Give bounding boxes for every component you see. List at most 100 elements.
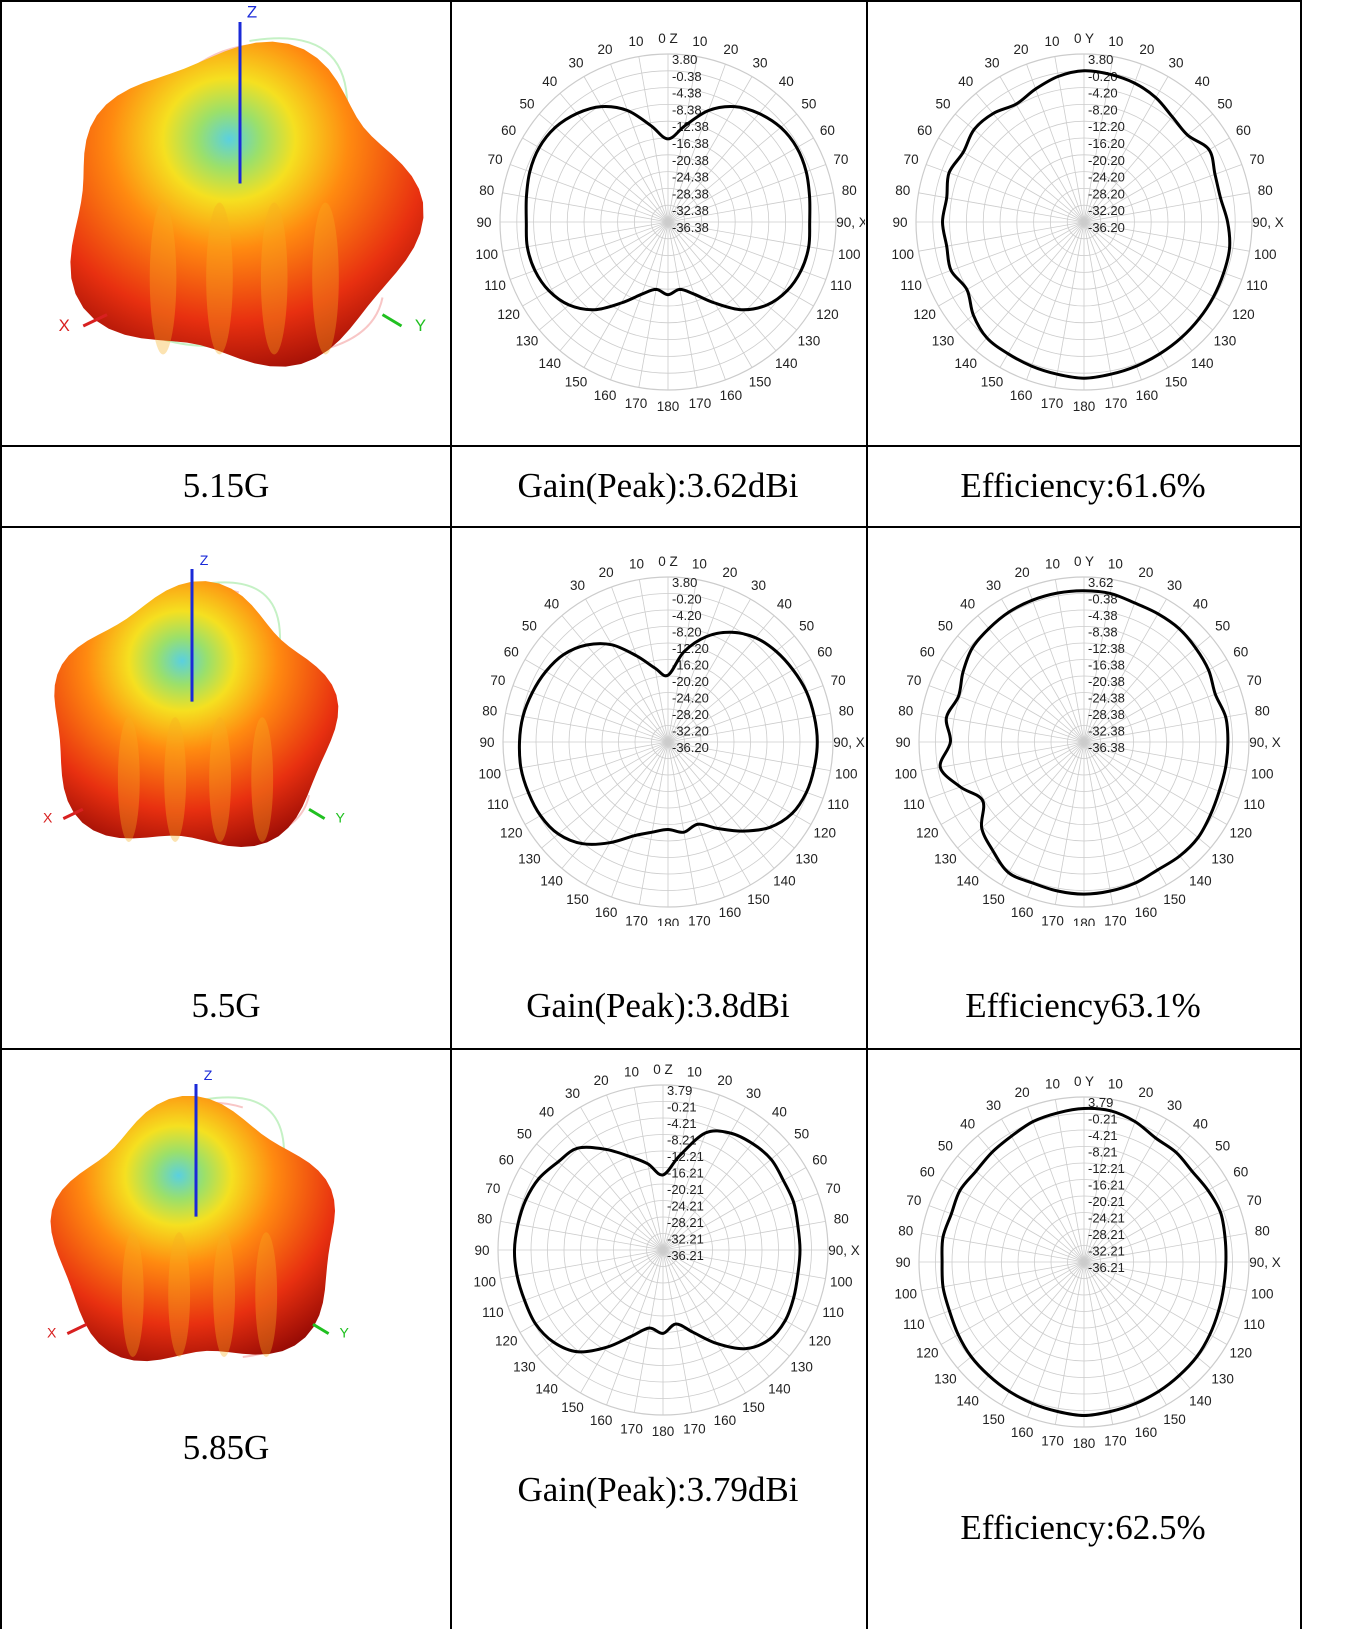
- angle-tick-label: 120: [916, 1346, 939, 1361]
- polar-grid-spoke: [509, 164, 669, 223]
- angle-tick-label: 120: [808, 1334, 831, 1349]
- angle-tick-label: 110: [900, 278, 922, 293]
- pattern-lobe-highlight: [255, 1232, 278, 1357]
- angle-tick-label: 100: [1254, 247, 1277, 262]
- angle-tick-label: 0 Y: [1074, 1074, 1094, 1089]
- angle-tick-label: 90, X: [1249, 735, 1281, 750]
- angle-tick-label: 130: [934, 1371, 957, 1386]
- radial-tick-label: -4.21: [667, 1116, 697, 1131]
- x-axis-label: X: [43, 810, 53, 826]
- angle-tick-label: 180: [1073, 399, 1096, 414]
- angle-tick-label: 40: [542, 74, 557, 89]
- polar-grid-spoke: [519, 1167, 664, 1251]
- y-axis-label: Y: [336, 810, 346, 826]
- polar-grid-spoke: [1027, 586, 1085, 743]
- angle-tick-label: 40: [1195, 74, 1210, 89]
- polar-grid-spoke: [667, 164, 827, 223]
- angle-tick-label: 140: [775, 356, 798, 371]
- polar-grid-spoke: [957, 1155, 1085, 1263]
- angle-tick-label: 60: [1236, 123, 1251, 138]
- radial-tick-label: -0.38: [1088, 592, 1118, 607]
- gain-pattern-curve: [940, 1106, 1228, 1418]
- angle-tick-label: 150: [561, 1400, 584, 1415]
- radial-tick-label: -32.20: [672, 724, 709, 739]
- polar-grid-spoke: [667, 221, 777, 351]
- polar-grid-spoke: [940, 1261, 1085, 1345]
- angle-tick-label: 60: [917, 123, 932, 138]
- angle-tick-label: 120: [816, 307, 839, 322]
- polar-grid-spoke: [1083, 1261, 1240, 1319]
- polar-grid-spoke: [1083, 1261, 1114, 1425]
- angle-tick-label: 120: [1229, 826, 1252, 841]
- polar-grid-spoke: [940, 659, 1085, 743]
- angle-tick-label: 170: [1041, 396, 1064, 411]
- angle-tick-label: 160: [714, 1413, 737, 1428]
- polar-grid-spoke: [1083, 598, 1167, 743]
- polar-grid-spoke: [1083, 1261, 1247, 1292]
- polar-grid-spoke: [1083, 1261, 1141, 1418]
- angle-tick-label: 150: [982, 892, 1005, 907]
- table-hline-1: [0, 445, 1300, 447]
- radial-tick-label: -16.38: [1088, 658, 1125, 673]
- angle-tick-label: 10: [687, 1065, 702, 1080]
- angle-tick-label: 0 Z: [658, 31, 678, 46]
- radial-tick-label: -16.20: [1088, 136, 1125, 151]
- y-axis-line: [381, 313, 403, 328]
- polar-grid-spoke: [1083, 56, 1114, 223]
- polar-grid-spoke: [975, 221, 1085, 351]
- radial-tick-label: -8.21: [1088, 1145, 1118, 1160]
- frequency-label: 5.85G: [182, 1428, 270, 1467]
- gain-pattern-curve: [512, 1129, 802, 1354]
- radial-tick-label: -8.38: [1088, 625, 1118, 640]
- angle-tick-label: 80: [1258, 183, 1273, 198]
- angle-tick-label: 120: [1229, 1346, 1252, 1361]
- radial-tick-label: -36.20: [1088, 220, 1125, 235]
- angle-tick-label: 90: [892, 215, 907, 230]
- angle-tick-label: 30: [1167, 1098, 1182, 1113]
- radial-tick-label: -36.21: [1088, 1260, 1125, 1275]
- pattern-lobe-highlight: [168, 1232, 191, 1357]
- radial-tick-label: 3.79: [1088, 1095, 1113, 1110]
- angle-tick-label: 90: [895, 1255, 910, 1270]
- frequency-label: 5.5G: [191, 986, 261, 1025]
- angle-tick-label: 70: [906, 1193, 921, 1208]
- polar-grid-spoke: [536, 1249, 664, 1357]
- polar-grid-spoke: [1083, 221, 1193, 351]
- polar-grid-spoke: [633, 1087, 664, 1251]
- angle-tick-label: 40: [1193, 596, 1208, 611]
- pattern-lobe-highlight: [164, 717, 187, 842]
- angle-tick-label: 40: [772, 1104, 787, 1119]
- polar-grid-spoke: [667, 635, 795, 743]
- radial-tick-label: -8.21: [667, 1133, 697, 1148]
- radial-tick-label: -12.38: [1088, 641, 1125, 656]
- angle-tick-label: 40: [960, 1116, 975, 1131]
- radial-tick-label: -32.21: [667, 1232, 704, 1247]
- angle-tick-label: 10: [1108, 34, 1123, 49]
- 3d-radiation-pattern: Z X Y: [43, 552, 346, 847]
- z-axis-label: Z: [204, 1067, 213, 1083]
- polar-grid-spoke: [1027, 1106, 1085, 1263]
- polar-grid-spoke: [667, 56, 698, 223]
- angle-tick-label: 140: [538, 356, 561, 371]
- radial-tick-label: -32.21: [1088, 1244, 1125, 1259]
- polar-grid-spoke: [1083, 221, 1243, 280]
- angle-tick-label: 70: [906, 673, 921, 688]
- angle-tick-label: 70: [904, 152, 919, 167]
- angle-tick-label: 150: [1163, 1412, 1186, 1427]
- polar-grid-spoke: [662, 1249, 746, 1394]
- polar-grid-spoke: [928, 741, 1085, 799]
- angle-tick-label: 100: [838, 247, 861, 262]
- polar-grid-spoke: [1054, 221, 1085, 388]
- polar-grid-spoke: [1027, 1261, 1085, 1418]
- y-axis-label: Y: [340, 1325, 350, 1341]
- angle-tick-label: 40: [539, 1104, 554, 1119]
- polar-grid-spoke: [667, 598, 751, 743]
- polar-grid-spoke: [522, 221, 669, 307]
- polar-grid-spoke: [667, 221, 827, 280]
- angle-tick-label: 30: [1168, 56, 1183, 71]
- polar-grid-spoke: [606, 1094, 664, 1251]
- angle-tick-label: 100: [476, 247, 499, 262]
